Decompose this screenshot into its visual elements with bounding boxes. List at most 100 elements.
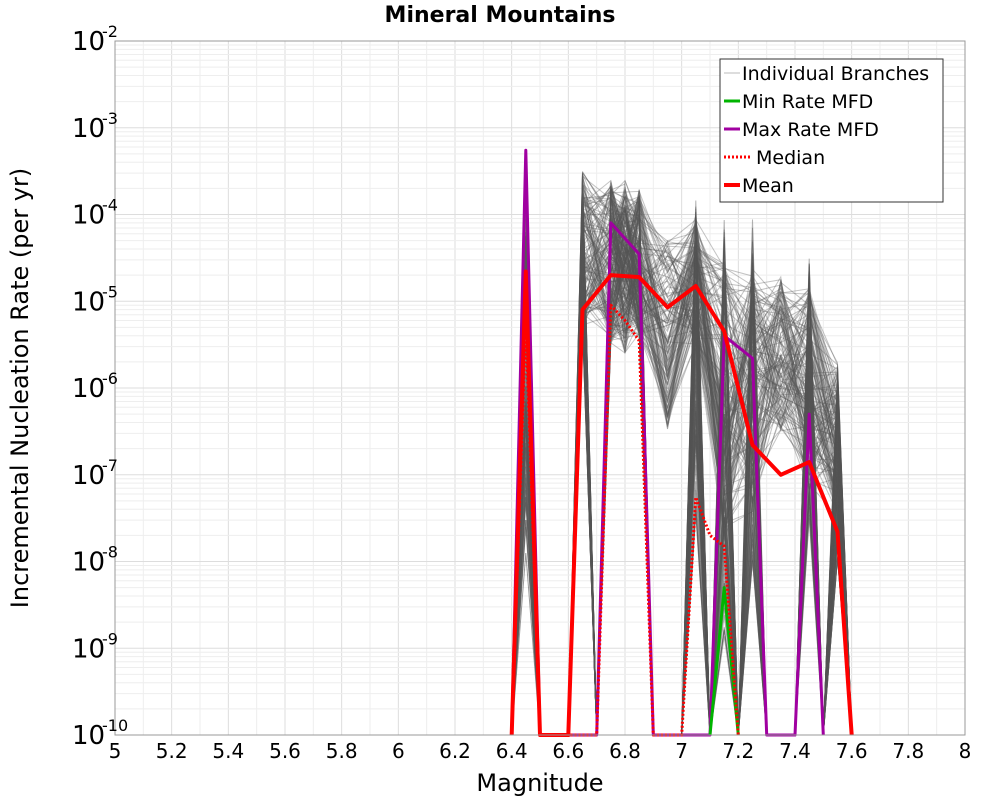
branch-line (567, 218, 654, 736)
branch-line (794, 294, 824, 736)
branch-line (822, 397, 853, 736)
branch-line (582, 238, 853, 736)
branch-line (681, 430, 711, 736)
branch-line (567, 191, 654, 736)
branch-line (582, 191, 853, 736)
branch-line (681, 400, 711, 736)
branch-line (794, 291, 824, 736)
branch-line (582, 239, 853, 736)
branch-line (681, 411, 711, 736)
branch-line (681, 217, 711, 736)
branch-line (822, 384, 853, 736)
branch-line (582, 209, 853, 736)
branch-line (582, 236, 853, 736)
branch-line (582, 246, 853, 736)
branch-line (681, 343, 711, 736)
x-tick-label: 7 (675, 739, 688, 763)
branch-line (567, 172, 654, 736)
branch-line (582, 255, 853, 736)
branch-line (582, 207, 853, 736)
branch-line (582, 215, 853, 736)
branch-line (737, 529, 768, 736)
branch-line (582, 204, 853, 736)
branch-line (681, 411, 711, 736)
branch-line (681, 329, 711, 736)
x-tick-label: 7.8 (892, 739, 924, 763)
branch-line (582, 203, 853, 736)
branch-line (582, 198, 853, 736)
y-tick-label: 10 (72, 287, 105, 317)
branch-line (737, 227, 768, 736)
x-tick-label: 6.4 (496, 739, 528, 763)
branch-line (822, 367, 853, 736)
branch-line (681, 374, 711, 736)
branch-line (709, 531, 739, 736)
individual-branches (511, 171, 853, 736)
branch-line (794, 277, 824, 736)
branch-line (681, 330, 711, 736)
branch-line (582, 217, 853, 736)
branch-line (822, 396, 853, 736)
branch-line (582, 227, 853, 736)
branch-line (582, 228, 853, 736)
branch-line (822, 379, 853, 736)
branch-line (567, 218, 654, 736)
x-tick-label: 5.4 (212, 739, 244, 763)
branch-line (681, 257, 711, 736)
branch-line (582, 196, 853, 736)
branch-line (567, 194, 654, 736)
branch-line (822, 429, 853, 736)
branch-line (582, 197, 853, 736)
branch-line (737, 505, 768, 736)
y-tick-label: 10 (72, 201, 105, 231)
x-tick-label: 7.4 (779, 739, 811, 763)
branch-line (709, 535, 739, 736)
branch-line (681, 412, 711, 736)
y-tick-label: 10 (72, 548, 105, 578)
branch-line (582, 227, 853, 736)
y-axis-label: Incremental Nucleation Rate (per yr) (6, 168, 34, 608)
branch-line (681, 315, 711, 736)
branch-line (567, 259, 654, 736)
branch-line (567, 249, 654, 736)
branch-line (794, 304, 824, 736)
branch-line (582, 199, 853, 736)
branch-line (567, 197, 654, 736)
branch-line (582, 207, 853, 736)
branch-line (709, 521, 739, 736)
y-tick-exponent: -3 (102, 109, 118, 128)
branch-line (567, 240, 654, 736)
branch-line (567, 218, 654, 736)
branch-line (681, 513, 711, 736)
branch-line (582, 236, 853, 736)
branch-line (582, 215, 853, 736)
branch-line (681, 441, 711, 736)
branch-line (681, 267, 711, 736)
branch-line (681, 406, 711, 736)
branch-line (582, 213, 853, 736)
branch-line (681, 334, 711, 736)
branch-line (681, 379, 711, 736)
branch-line (567, 200, 654, 736)
chart-title: Mineral Mountains (385, 3, 616, 28)
branch-line (681, 489, 711, 736)
branch-line (582, 197, 853, 736)
branch-line (737, 524, 768, 736)
branch-line (582, 198, 853, 736)
branch-line (582, 194, 853, 736)
x-tick-label: 5.2 (156, 739, 188, 763)
branch-line (582, 198, 853, 736)
y-tick-exponent: -4 (102, 196, 118, 215)
branch-line (582, 200, 853, 736)
branch-line (582, 175, 853, 736)
branch-line (794, 273, 824, 736)
branch-line (567, 180, 654, 736)
branch-line (822, 415, 853, 736)
branch-line (567, 198, 654, 736)
branch-line (794, 263, 824, 736)
branch-line (582, 240, 853, 736)
branch-line (582, 239, 853, 736)
branch-line (681, 403, 711, 736)
branch-line (567, 199, 654, 736)
branch-line (582, 172, 853, 736)
